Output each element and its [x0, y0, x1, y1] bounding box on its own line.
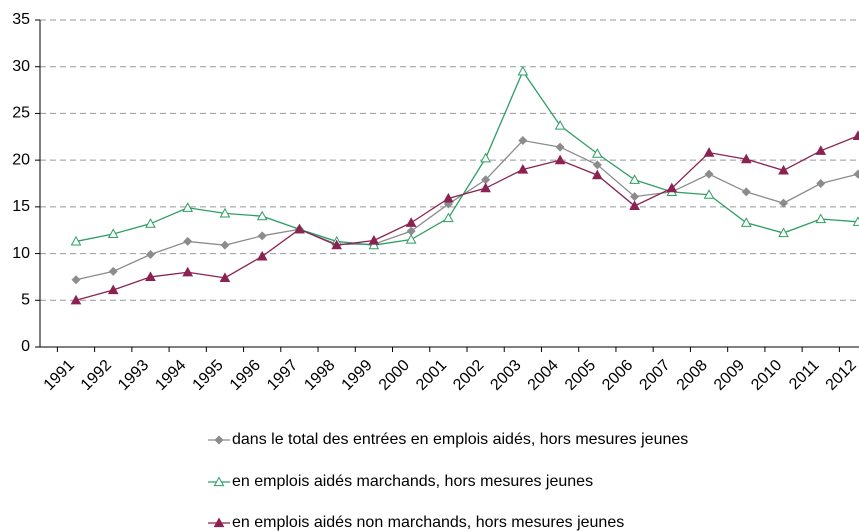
marker: [219, 272, 231, 282]
legend-label: en emplois aidés marchands, hors mesures…: [232, 473, 593, 490]
marker: [145, 250, 155, 260]
marker: [70, 294, 82, 305]
marker: [443, 212, 454, 223]
marker: [630, 192, 640, 202]
y-tick-label: 30: [12, 58, 30, 75]
y-tick-label: 15: [12, 198, 30, 215]
marker: [518, 136, 528, 146]
y-tick-label: 0: [21, 338, 30, 355]
marker: [629, 174, 640, 184]
marker: [852, 130, 859, 140]
marker: [70, 235, 82, 246]
x-tick-label: 2006: [599, 357, 636, 394]
marker: [71, 275, 81, 285]
marker: [852, 216, 859, 226]
marker: [294, 223, 305, 234]
legend-label: dans le total des entrées en emplois aid…: [232, 431, 688, 448]
marker: [182, 266, 194, 277]
marker: [779, 198, 789, 208]
marker: [815, 145, 827, 155]
x-tick-label: 2000: [376, 357, 413, 394]
marker: [741, 187, 751, 197]
series-line: [75, 139, 859, 281]
marker: [257, 231, 267, 241]
legend-marker: [213, 517, 225, 528]
marker: [778, 227, 789, 238]
marker: [517, 65, 529, 76]
marker: [145, 271, 156, 282]
series-line: [75, 135, 859, 301]
marker: [481, 175, 491, 185]
y-tick-label: 5: [21, 292, 30, 309]
marker: [405, 234, 417, 244]
marker: [591, 169, 603, 180]
x-tick-label: 2011: [786, 357, 822, 393]
marker: [368, 239, 380, 250]
marker: [666, 182, 678, 193]
x-tick-label: 2008: [674, 357, 711, 394]
x-tick-label: 2010: [748, 357, 785, 394]
marker: [220, 240, 230, 250]
marker: [145, 218, 156, 228]
y-tick-label: 10: [12, 245, 30, 262]
series-line: [75, 70, 859, 246]
marker: [740, 153, 752, 164]
x-tick-label: 1992: [78, 357, 115, 394]
marker: [183, 236, 193, 246]
x-tick-label: 2009: [711, 357, 748, 394]
x-tick-label: 1997: [264, 357, 301, 394]
marker: [554, 154, 566, 165]
x-tick-label: 2005: [562, 357, 599, 394]
marker: [331, 239, 343, 250]
x-tick-label: 1995: [190, 357, 227, 394]
marker: [703, 189, 715, 199]
marker: [480, 152, 491, 163]
marker: [368, 234, 380, 245]
x-tick-label: 1996: [227, 357, 264, 394]
y-tick-label: 35: [12, 11, 30, 28]
marker: [815, 213, 827, 224]
marker: [592, 160, 602, 170]
x-tick-label: 2001: [413, 357, 450, 394]
marker: [703, 147, 715, 157]
marker: [182, 202, 194, 212]
legend-marker: [214, 435, 224, 445]
x-tick-label: 2012: [823, 357, 859, 394]
marker: [107, 228, 119, 239]
y-tick-label: 25: [12, 105, 30, 122]
marker: [591, 148, 603, 158]
marker: [704, 169, 714, 179]
marker: [480, 182, 491, 193]
marker: [778, 164, 789, 175]
x-tick-label: 1999: [339, 357, 376, 394]
x-tick-label: 1991: [41, 357, 78, 394]
x-tick-label: 1998: [301, 357, 338, 394]
marker: [443, 192, 454, 203]
marker: [108, 266, 118, 276]
x-tick-label: 1994: [152, 357, 189, 394]
x-tick-label: 2003: [487, 357, 524, 394]
marker: [554, 120, 566, 130]
marker: [406, 226, 416, 236]
marker: [740, 217, 752, 227]
y-tick-label: 20: [12, 151, 30, 168]
marker: [816, 179, 826, 188]
marker: [256, 210, 268, 221]
marker: [629, 200, 640, 211]
x-tick-label: 2007: [636, 357, 673, 394]
x-tick-label: 1993: [115, 357, 152, 394]
marker: [405, 217, 417, 227]
x-tick-label: 2002: [450, 357, 487, 394]
marker: [853, 169, 859, 179]
marker: [555, 142, 565, 152]
marker: [107, 284, 119, 295]
x-tick-label: 2004: [525, 357, 562, 394]
marker: [256, 250, 268, 261]
marker: [219, 207, 231, 218]
marker: [517, 163, 529, 174]
legend-marker: [213, 476, 225, 487]
legend-label: en emplois aidés non marchands, hors mes…: [232, 514, 624, 531]
